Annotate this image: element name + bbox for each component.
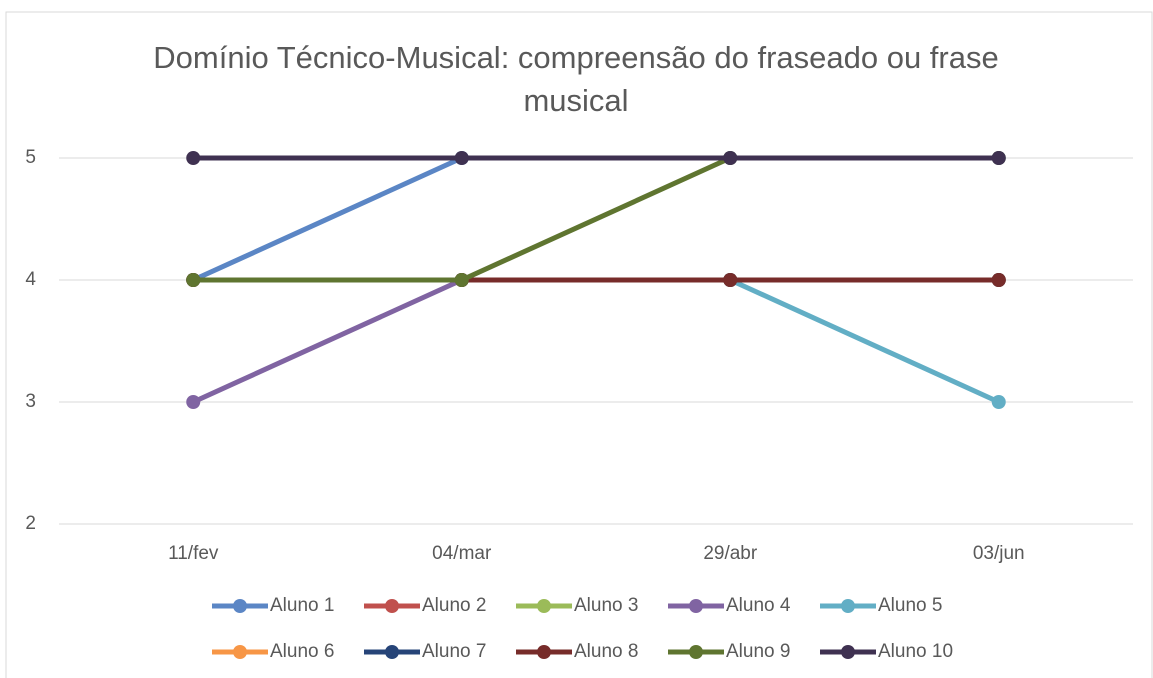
legend-marker bbox=[233, 599, 247, 613]
y-tick-label: 3 bbox=[25, 391, 36, 412]
legend-label: Aluno 3 bbox=[574, 595, 638, 616]
data-point bbox=[991, 151, 1006, 165]
legend-label: Aluno 4 bbox=[726, 595, 791, 616]
legend-label: Aluno 8 bbox=[574, 641, 638, 662]
legend-marker bbox=[841, 645, 855, 659]
data-point bbox=[186, 395, 201, 409]
legend-marker bbox=[689, 645, 703, 659]
legend-marker bbox=[385, 645, 399, 659]
legend-marker bbox=[537, 599, 551, 613]
x-tick-label: 04/mar bbox=[432, 543, 492, 564]
data-point bbox=[186, 151, 201, 165]
legend-marker bbox=[689, 599, 703, 613]
legend-label: Aluno 7 bbox=[422, 641, 486, 662]
legend-marker bbox=[537, 645, 551, 659]
legend-label: Aluno 6 bbox=[270, 641, 334, 662]
series-line bbox=[193, 155, 999, 283]
legend-marker bbox=[841, 599, 855, 613]
legend-label: Aluno 10 bbox=[878, 641, 953, 662]
data-point bbox=[723, 151, 738, 165]
x-tick-label: 29/abr bbox=[703, 543, 758, 564]
chart-title: Domínio Técnico-Musical: compreensão do … bbox=[153, 40, 999, 118]
legend-label: Aluno 2 bbox=[422, 595, 486, 616]
y-tick-label: 2 bbox=[25, 513, 36, 534]
x-tick-label: 11/fev bbox=[168, 543, 219, 564]
legend-marker bbox=[385, 599, 399, 613]
data-point bbox=[454, 273, 469, 287]
y-tick-label: 5 bbox=[25, 147, 36, 168]
data-point bbox=[186, 273, 201, 287]
series-line bbox=[193, 277, 1000, 405]
data-point bbox=[991, 273, 1006, 287]
x-tick-label: 03/jun bbox=[973, 543, 1025, 564]
data-point bbox=[454, 151, 469, 165]
legend-label: Aluno 1 bbox=[270, 595, 334, 616]
series-line bbox=[192, 277, 999, 405]
legend-label: Aluno 5 bbox=[878, 595, 942, 616]
data-point bbox=[991, 395, 1006, 409]
data-point bbox=[723, 273, 738, 287]
y-tick-label: 4 bbox=[25, 269, 36, 290]
chart-border bbox=[5, 11, 1153, 678]
legend-label: Aluno 9 bbox=[726, 641, 790, 662]
legend-marker bbox=[233, 645, 247, 659]
